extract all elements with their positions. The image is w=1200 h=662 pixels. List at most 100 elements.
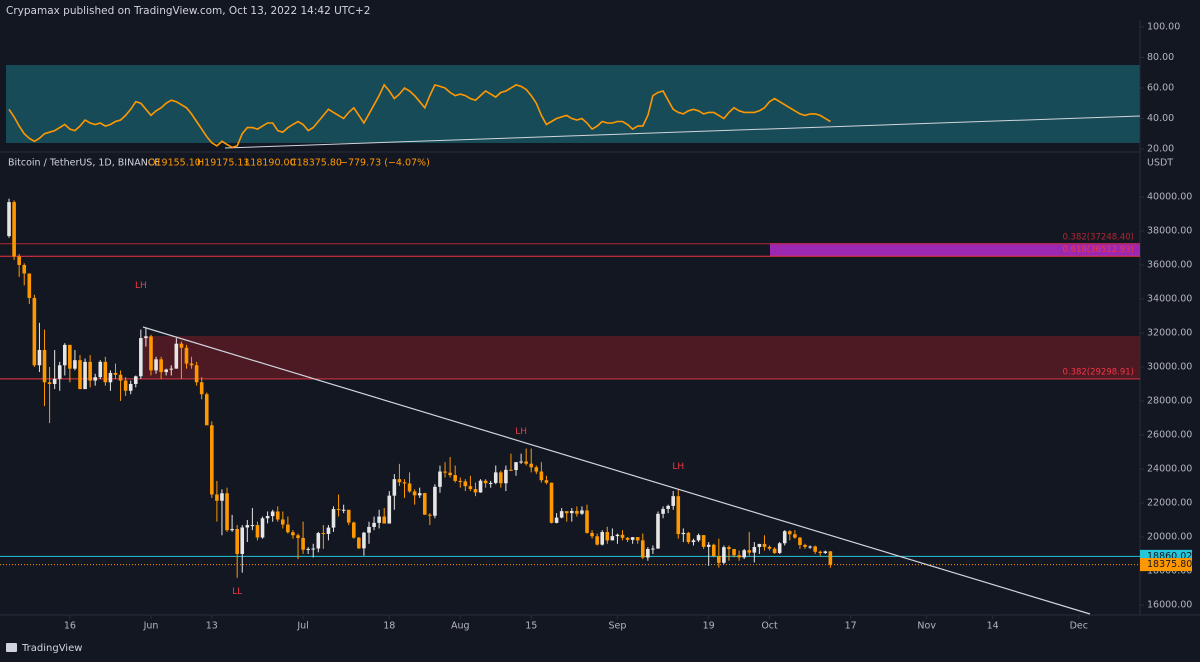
candle-body — [504, 469, 508, 484]
candle-body — [341, 509, 346, 511]
rsi-band — [6, 65, 1140, 143]
candle-body — [559, 511, 564, 518]
candle-body — [686, 532, 691, 543]
legend-low: L18190.00 — [245, 158, 296, 169]
x-tick-label: Jul — [296, 621, 308, 632]
candle-body — [742, 550, 746, 558]
candle-body — [139, 338, 143, 377]
candle-body — [808, 546, 812, 548]
y-tick-label: 26000.00 — [1147, 429, 1192, 440]
candle-body — [169, 368, 174, 370]
candle-body — [78, 360, 82, 390]
x-tick-label: 17 — [845, 621, 857, 632]
candle-body — [204, 394, 209, 426]
candle-body — [793, 534, 797, 538]
candle-body — [367, 526, 371, 533]
candle-body — [387, 495, 392, 524]
candle-body — [630, 537, 635, 540]
candle-body — [7, 202, 11, 237]
candle-body — [635, 537, 640, 541]
candle-body — [113, 372, 118, 375]
x-tick-label: 16 — [64, 621, 76, 632]
candle-body — [27, 273, 32, 298]
candle-body — [640, 540, 645, 558]
candle-body — [270, 511, 275, 517]
fib-zone — [770, 243, 1140, 256]
candle-body — [255, 525, 260, 538]
x-tick-label: Jun — [143, 621, 159, 632]
candle-body — [569, 510, 574, 514]
candle-body — [412, 491, 417, 496]
candle-body — [782, 531, 787, 544]
candle-body — [717, 556, 721, 563]
annotation: LH — [135, 281, 147, 291]
candle-body — [286, 524, 290, 533]
candle-body — [108, 372, 113, 383]
candle-body — [235, 528, 239, 554]
resistance-zone — [143, 336, 1140, 378]
candle-body — [473, 489, 478, 493]
y-tick-label: 24000.00 — [1147, 463, 1192, 474]
candle-body — [331, 509, 336, 528]
legend-close: C18375.80 — [290, 158, 342, 169]
annotation: LH — [515, 427, 527, 437]
candle-body — [392, 479, 397, 496]
y-tick-label: 32000.00 — [1147, 327, 1192, 338]
x-tick-label: Nov — [917, 621, 936, 632]
candle-body — [661, 508, 665, 514]
candle-body — [184, 347, 189, 364]
candle-body — [17, 256, 21, 265]
candle-body — [159, 359, 163, 373]
candle-body — [260, 518, 265, 538]
candle-body — [757, 543, 762, 548]
candle-body — [88, 361, 92, 381]
candle-body — [275, 511, 280, 520]
candle-body — [509, 469, 513, 471]
candle-body — [52, 378, 57, 384]
candle-body — [301, 537, 305, 550]
candle-body — [402, 482, 407, 484]
candle-body — [291, 532, 295, 536]
candle-body — [98, 361, 103, 378]
candle-body — [620, 534, 625, 538]
fib-level-label: 0.618(36512.93) — [1062, 245, 1134, 255]
candle-body — [711, 544, 716, 557]
legend-open: O19155.10 — [148, 158, 201, 169]
candle-body — [189, 363, 194, 366]
candle-body — [590, 532, 594, 537]
candle-body — [823, 551, 828, 553]
y-tick-label: 100.00 — [1147, 22, 1180, 33]
candle-body — [554, 517, 559, 523]
candle-body — [422, 493, 427, 515]
candle-body — [549, 482, 554, 523]
legend-high: H19175.13 — [197, 158, 249, 169]
price-tag-label: 18375.80 — [1147, 559, 1192, 570]
candle-body — [777, 543, 782, 553]
y-tick-label: 28000.00 — [1147, 395, 1192, 406]
candle-body — [737, 555, 741, 558]
candle-body — [818, 551, 823, 553]
fib-level-label: 0.382(37248.40) — [1062, 232, 1134, 242]
candle-body — [595, 536, 599, 545]
candle-body — [468, 486, 473, 490]
x-tick-label: Oct — [761, 621, 778, 632]
candle-body — [57, 365, 62, 379]
x-tick-label: 14 — [987, 621, 999, 632]
y-tick-label: 40000.00 — [1147, 191, 1192, 202]
fib-level-label: 0.382(29298.91) — [1062, 367, 1134, 377]
candle-body — [514, 462, 518, 470]
candle-body — [47, 382, 52, 384]
candle-body — [762, 543, 767, 547]
y-tick-label: 38000.00 — [1147, 225, 1192, 236]
candle-body — [230, 528, 234, 531]
candle-body — [615, 534, 620, 537]
candle-body — [326, 527, 331, 534]
candle-body — [12, 202, 16, 257]
x-tick-label: 15 — [525, 621, 537, 632]
x-tick-label: 13 — [206, 621, 218, 632]
candle-body — [798, 537, 802, 545]
candle-body — [382, 516, 387, 524]
candle-body — [68, 344, 72, 369]
candle-body — [93, 377, 98, 381]
